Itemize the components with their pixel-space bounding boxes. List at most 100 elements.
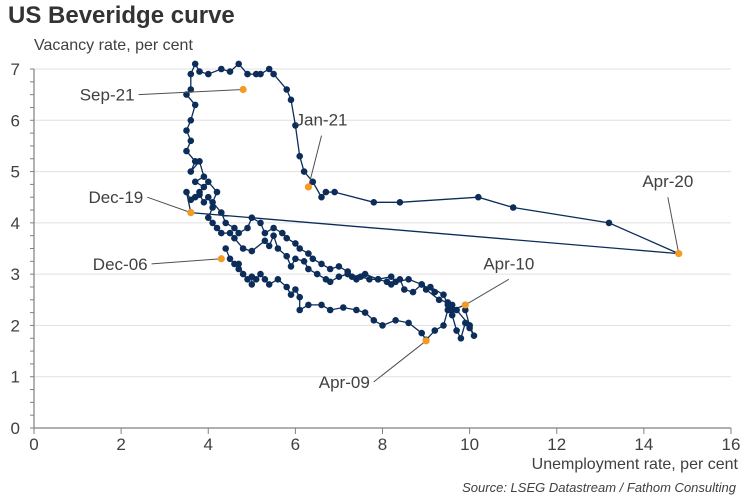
y-tick-label: 5: [11, 163, 20, 182]
annotation-label: Sep-21: [80, 86, 135, 105]
data-point: [283, 283, 291, 291]
data-point: [335, 273, 343, 281]
annotation-leader: [667, 197, 680, 254]
data-point: [261, 237, 269, 245]
data-point: [379, 322, 386, 329]
data-point: [287, 96, 295, 104]
data-point: [292, 240, 299, 247]
data-point: [183, 127, 190, 134]
data-point: [335, 263, 343, 270]
highlight-point: [239, 85, 247, 94]
data-point: [283, 234, 291, 242]
data-point: [200, 183, 208, 191]
data-point: [248, 281, 256, 288]
data-point: [448, 301, 456, 309]
data-point: [462, 306, 469, 314]
data-point: [205, 178, 212, 186]
x-axis-label: Unemployment rate, per cent: [531, 456, 738, 473]
x-tick-label: 12: [547, 435, 566, 454]
data-point: [300, 168, 308, 175]
annotation-label: Apr-10: [483, 254, 534, 273]
data-point: [361, 309, 369, 316]
data-point: [405, 276, 412, 283]
data-point: [396, 199, 404, 206]
data-point: [300, 258, 308, 265]
data-point: [353, 306, 360, 314]
annotation-leader: [151, 258, 222, 265]
data-point: [440, 322, 447, 329]
data-point: [265, 242, 273, 250]
data-point: [401, 286, 408, 293]
annotation-leader: [307, 135, 322, 188]
y-tick-label: 6: [11, 111, 20, 130]
data-point: [344, 268, 352, 275]
data-point: [209, 219, 216, 227]
data-point: [252, 276, 260, 283]
data-point: [274, 245, 282, 252]
data-point: [418, 329, 426, 337]
data-point: [305, 250, 312, 257]
data-point: [326, 306, 334, 314]
data-point: [287, 263, 295, 270]
x-tick-label: 14: [634, 435, 653, 454]
data-point: [191, 178, 199, 186]
highlight-point: [675, 250, 683, 258]
data-point: [309, 255, 317, 263]
data-point: [226, 68, 234, 75]
data-point: [261, 276, 269, 283]
data-point: [305, 301, 312, 309]
data-point: [318, 301, 325, 309]
data-point: [235, 260, 242, 268]
data-point: [457, 335, 465, 342]
data-point: [392, 278, 399, 286]
data-point: [418, 281, 426, 288]
data-point: [279, 229, 286, 237]
annotation-leader: [373, 340, 427, 383]
annotation-label: Apr-20: [642, 172, 693, 191]
data-point: [366, 276, 373, 283]
series-line: [185, 62, 679, 341]
data-point: [287, 291, 295, 299]
data-point: [331, 188, 338, 196]
data-point: [296, 152, 304, 160]
annotations: Sep-21 Jan-21 Dec-19 Apr-20 Dec-06 Apr-10 Apr-…: [80, 86, 694, 392]
data-point: [187, 168, 195, 175]
data-point: [261, 229, 269, 237]
data-point: [422, 286, 430, 293]
data-point: [244, 224, 251, 232]
data-point: [213, 188, 221, 196]
annotation-label: Apr-09: [319, 373, 370, 392]
y-tick-label: 0: [11, 419, 20, 438]
data-point: [257, 270, 264, 278]
data-point: [466, 322, 473, 329]
annotation-label: Dec-06: [93, 255, 148, 274]
data-point: [292, 286, 299, 293]
data-point: [370, 317, 378, 324]
data-point: [205, 70, 212, 78]
data-point: [431, 327, 439, 334]
data-point: [187, 86, 195, 93]
data-point: [509, 204, 517, 211]
source-note: Source: LSEG Datastream / Fathom Consult…: [462, 480, 736, 495]
x-tick-label: 10: [460, 435, 479, 454]
data-point: [292, 255, 299, 263]
data-point: [470, 332, 478, 340]
annotation-leader: [138, 89, 244, 96]
data-point: [218, 229, 225, 237]
data-point: [265, 65, 273, 73]
data-point: [296, 245, 304, 252]
annotation-leader: [465, 278, 510, 306]
annotation-label: Jan-21: [296, 111, 348, 130]
data-point: [239, 245, 247, 252]
data-point: [318, 260, 325, 268]
data-point: [370, 199, 378, 206]
data-point: [270, 70, 277, 78]
data-point: [440, 291, 447, 299]
data-point: [183, 91, 190, 98]
y-tick-label: 1: [11, 368, 20, 387]
data-point: [235, 60, 242, 68]
data-point: [475, 193, 482, 201]
data-point: [183, 188, 190, 196]
data-point: [453, 306, 460, 314]
